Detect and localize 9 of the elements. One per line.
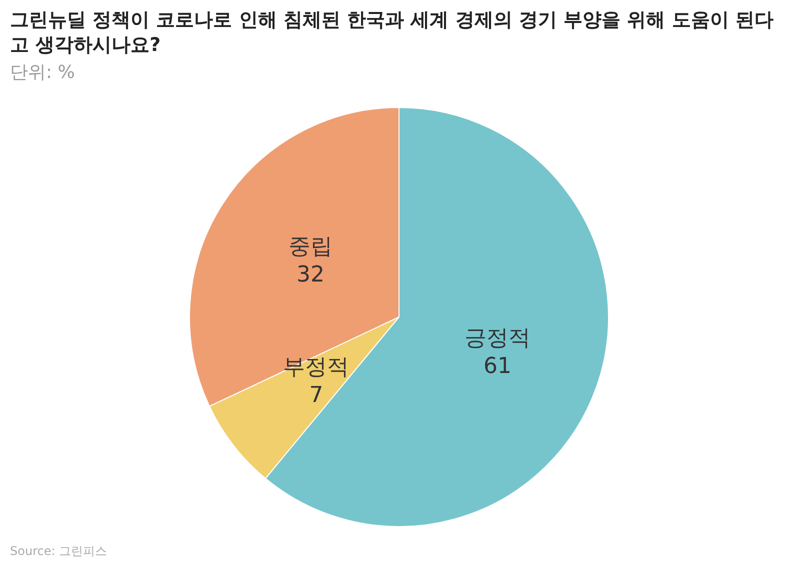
text: 단위: % bbox=[10, 61, 75, 84]
slice-label: 긍정적 bbox=[464, 326, 531, 352]
data-label: 61 bbox=[484, 354, 512, 380]
slice-label: 중립 bbox=[288, 234, 333, 260]
chart-title: 그린뉴딜 정책이 코로나로 인해 침체된 한국과 세계 경제의 경기 부양을 위해 도움이 된다고 생각하시나요? bbox=[10, 8, 774, 58]
source-note: Source: 그린피스 bbox=[10, 543, 108, 560]
data-label: 7 bbox=[309, 382, 324, 408]
slice-label: 부정적 bbox=[283, 354, 350, 380]
data-label: 32 bbox=[296, 262, 325, 288]
